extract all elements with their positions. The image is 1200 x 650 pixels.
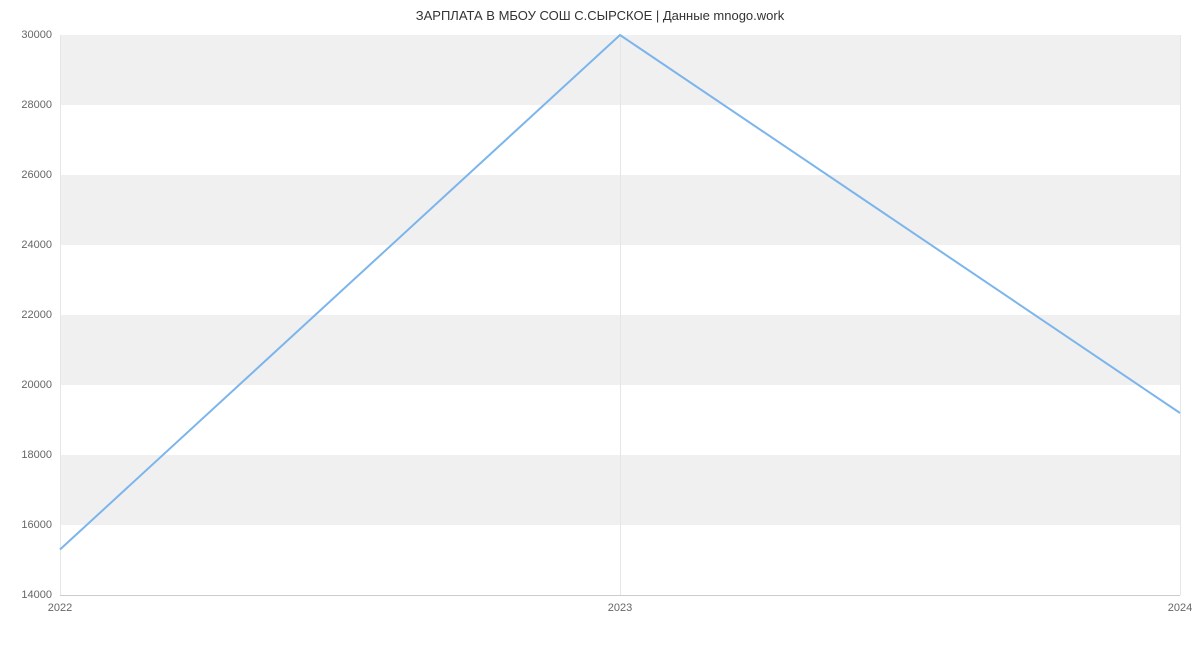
y-tick-label: 30000 bbox=[7, 29, 52, 41]
line-chart-svg bbox=[60, 35, 1180, 595]
y-tick-label: 24000 bbox=[7, 239, 52, 251]
x-tick-label: 2023 bbox=[608, 602, 632, 614]
y-tick-label: 14000 bbox=[7, 589, 52, 601]
y-tick-label: 22000 bbox=[7, 309, 52, 321]
salary-line bbox=[60, 35, 1180, 550]
grid-line-vertical bbox=[1180, 35, 1181, 595]
chart-title: ЗАРПЛАТА В МБОУ СОШ С.СЫРСКОЕ | Данные m… bbox=[0, 0, 1200, 23]
y-tick-label: 28000 bbox=[7, 99, 52, 111]
x-tick-label: 2024 bbox=[1168, 602, 1192, 614]
y-tick-label: 20000 bbox=[7, 379, 52, 391]
x-axis-line bbox=[60, 595, 1180, 596]
y-tick-label: 16000 bbox=[7, 519, 52, 531]
x-tick-label: 2022 bbox=[48, 602, 72, 614]
y-tick-label: 18000 bbox=[7, 449, 52, 461]
plot-area bbox=[60, 35, 1180, 595]
chart-container: ЗАРПЛАТА В МБОУ СОШ С.СЫРСКОЕ | Данные m… bbox=[0, 0, 1200, 650]
y-tick-label: 26000 bbox=[7, 169, 52, 181]
